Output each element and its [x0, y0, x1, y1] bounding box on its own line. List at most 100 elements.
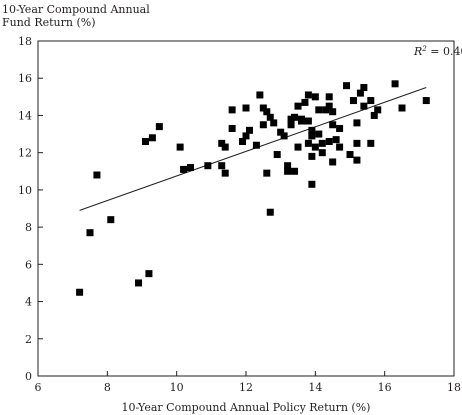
data-point: [311, 93, 319, 101]
y-tick-label: 12: [18, 147, 32, 160]
data-point: [218, 162, 226, 170]
data-point: [148, 134, 156, 142]
data-point: [239, 138, 247, 145]
data-point: [318, 139, 326, 147]
data-point: [360, 84, 368, 92]
data-point: [284, 167, 292, 175]
data-point: [266, 208, 274, 216]
data-point: [107, 216, 115, 224]
data-point: [315, 106, 323, 114]
data-point: [176, 143, 184, 151]
y-tick-label: 2: [25, 333, 32, 346]
data-point: [367, 139, 375, 147]
data-point: [145, 270, 153, 278]
data-point: [273, 151, 281, 159]
x-tick-label: 16: [378, 381, 392, 394]
x-axis-label: 10-Year Compound Annual Policy Return (%…: [122, 401, 371, 414]
data-point: [336, 143, 344, 151]
data-point: [304, 139, 312, 147]
data-point: [221, 169, 229, 177]
data-point: [141, 138, 149, 145]
data-point: [329, 121, 337, 129]
r-squared-annotation: R2 = 0.40: [413, 45, 462, 58]
y-tick-label: 14: [18, 109, 32, 122]
data-point: [263, 108, 271, 116]
y-tick-label: 18: [18, 35, 32, 48]
data-point: [256, 91, 264, 99]
trendline: [79, 87, 427, 211]
data-point: [291, 113, 299, 121]
data-point: [311, 143, 319, 151]
y-tick-label: 6: [25, 258, 32, 271]
y-axis-label-line2: Fund Return (%): [2, 16, 96, 29]
data-point: [297, 115, 305, 123]
data-points: [76, 80, 430, 296]
data-point: [294, 102, 302, 110]
x-tick-label: 10: [170, 381, 184, 394]
y-axis-label-line1: 10-Year Compound Annual: [2, 3, 150, 16]
data-point: [374, 106, 382, 114]
x-tick-label: 18: [447, 381, 461, 394]
data-point: [308, 132, 316, 140]
data-point: [252, 141, 260, 149]
data-point: [266, 113, 274, 121]
data-point: [280, 132, 288, 140]
r-squared-value: = 0.40: [427, 45, 462, 58]
data-point: [308, 180, 316, 188]
data-point: [259, 104, 267, 112]
data-point: [304, 117, 312, 125]
data-point: [204, 162, 212, 170]
data-point: [155, 123, 163, 131]
r-squared-exponent: 2: [421, 45, 427, 53]
data-point: [242, 104, 250, 112]
data-point: [263, 169, 271, 177]
data-point: [325, 102, 333, 110]
axis-ticks: 6 8 10 12 14 16 18 0 2 4 6 8 10 12 14 16 18: [18, 35, 461, 394]
data-point: [294, 143, 302, 151]
data-point: [259, 121, 267, 129]
data-point: [135, 279, 143, 287]
data-point: [318, 149, 326, 157]
data-point: [277, 128, 285, 136]
data-point: [356, 89, 364, 97]
data-point: [349, 97, 357, 105]
x-tick-label: 14: [308, 381, 322, 394]
data-point: [245, 126, 253, 134]
data-point: [228, 124, 236, 132]
data-point: [353, 139, 361, 147]
data-point: [353, 156, 361, 164]
data-point: [329, 108, 337, 116]
data-point: [304, 91, 312, 99]
data-point: [270, 119, 278, 127]
data-point: [180, 165, 188, 173]
data-point: [291, 167, 299, 175]
data-point: [325, 138, 333, 145]
data-point: [322, 106, 330, 114]
data-point: [336, 124, 344, 132]
data-point: [315, 130, 323, 138]
data-point: [284, 162, 292, 170]
x-tick-label: 8: [104, 381, 111, 394]
y-tick-label: 8: [25, 221, 32, 234]
data-point: [301, 98, 309, 106]
plot-area-frame: [37, 40, 455, 377]
x-tick-label: 6: [35, 381, 42, 394]
data-point: [93, 171, 101, 179]
data-point: [353, 119, 361, 127]
data-point: [76, 288, 84, 296]
data-point: [343, 82, 351, 90]
y-tick-label: 10: [18, 184, 32, 197]
data-point: [308, 126, 316, 134]
data-point: [218, 139, 226, 147]
data-point: [367, 97, 375, 105]
y-tick-label: 16: [18, 72, 32, 85]
data-point: [187, 164, 195, 172]
data-point: [346, 151, 354, 159]
data-point: [228, 106, 236, 114]
data-point: [360, 102, 368, 110]
data-point: [391, 80, 399, 88]
trendline-group: [79, 87, 427, 211]
y-tick-label: 4: [25, 296, 32, 309]
data-point: [221, 143, 229, 151]
